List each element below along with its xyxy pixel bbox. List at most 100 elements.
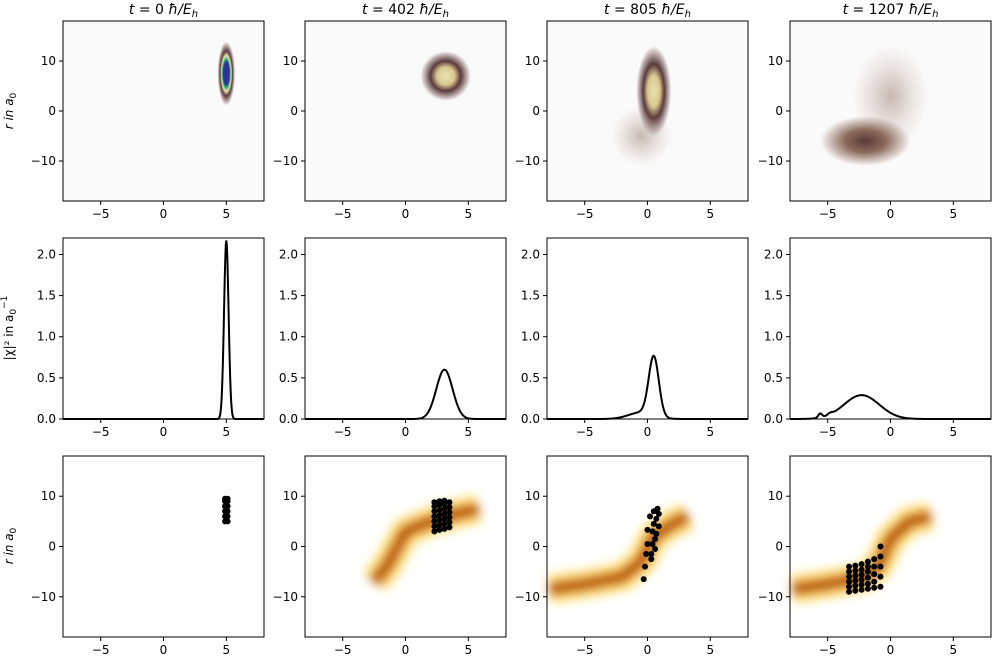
- trajectory-point: [655, 523, 662, 530]
- x-tick-label: 0: [160, 643, 168, 657]
- trajectory-point: [431, 528, 438, 535]
- density-blob: [611, 106, 672, 166]
- x-tick-label: −5: [576, 207, 594, 221]
- y-tick-label: 0.0: [279, 412, 298, 426]
- x-tick-label: 0: [644, 207, 652, 221]
- y-tick-label: 2.0: [764, 247, 783, 261]
- title-prefix: t =: [129, 2, 155, 18]
- trajectory-point: [852, 582, 859, 589]
- y-tick-label: 0: [775, 540, 783, 554]
- trajectory-point: [648, 551, 655, 558]
- density-ylabel-text: r in a: [2, 98, 16, 129]
- trajectory-point: [224, 518, 231, 525]
- trajectory-point: [224, 513, 231, 520]
- x-tick-label: 5: [949, 207, 957, 221]
- x-tick-label: 0: [644, 643, 652, 657]
- trajectory-panel: −5 0 5 −10 0 10: [31, 455, 265, 657]
- trajectory-point: [852, 577, 859, 584]
- nuclear-frame: [62, 237, 265, 420]
- trajectory-point: [441, 505, 448, 512]
- trajectory-point: [643, 551, 650, 558]
- x-tick-label: 5: [706, 643, 714, 657]
- trajectory-panel: −5 0 5 −10 0 10: [273, 455, 507, 657]
- potential-band-core: [371, 505, 480, 584]
- density-background: [63, 21, 264, 201]
- trajectory-point: [446, 509, 453, 516]
- trajectory-point: [446, 504, 453, 511]
- y-tick-label: −10: [31, 154, 56, 168]
- x-tick-label: −5: [819, 425, 837, 439]
- trajectory-frame: [62, 455, 265, 638]
- column-title: t = 0 ħ/Eh: [129, 2, 198, 20]
- trajectory-point: [647, 513, 654, 520]
- trajectory-point: [649, 540, 656, 547]
- trajectory-point: [871, 578, 878, 585]
- trajectory-point: [877, 553, 884, 560]
- trajectory-point: [652, 546, 659, 553]
- density-panel: −5 0 5 −10 0 10: [758, 20, 992, 221]
- title-prefix: t =: [604, 2, 630, 18]
- trajectory-point: [852, 562, 859, 569]
- trajectory-point: [640, 576, 647, 583]
- y-tick-label: 0: [775, 104, 783, 118]
- trajectory-point: [858, 586, 865, 593]
- x-tick-label: −5: [819, 643, 837, 657]
- x-tick-label: −5: [92, 643, 110, 657]
- trajectory-panel: −5 0 5 −10 0 10: [758, 455, 992, 657]
- x-tick-label: −5: [92, 207, 110, 221]
- title-time: 1207: [869, 2, 905, 18]
- trajectory-point: [436, 522, 443, 529]
- density-blob: [217, 41, 236, 106]
- trajectory-point: [864, 574, 871, 581]
- title-unit: ħ/E: [164, 2, 192, 18]
- x-tick-label: 5: [949, 425, 957, 439]
- trajectory-point: [653, 530, 660, 537]
- trajectory-panel: −5 0 5 −10 0 10: [515, 455, 749, 657]
- trajectory-point: [431, 523, 438, 530]
- trajectory-point: [877, 563, 884, 570]
- y-tick-label: −10: [273, 590, 298, 604]
- y-tick-label: 10: [525, 54, 540, 68]
- trajectory-point: [864, 580, 871, 587]
- x-tick-label: 5: [464, 425, 472, 439]
- y-tick-label: −10: [515, 590, 540, 604]
- y-tick-label: 0: [290, 540, 298, 554]
- trajectory-point: [846, 583, 853, 590]
- trajectory-point: [858, 576, 865, 583]
- density-blob: [420, 51, 471, 101]
- column-title: t = 402 ħ/Eh: [362, 2, 449, 20]
- title-unit: ħ/E: [904, 2, 932, 18]
- x-tick-label: −5: [334, 643, 352, 657]
- trajectory-point: [858, 561, 865, 568]
- title-unit: ħ/E: [415, 2, 443, 18]
- trajectory-point: [858, 581, 865, 588]
- trajectory-point: [877, 573, 884, 580]
- title-unit: ħ/E: [657, 2, 685, 18]
- x-tick-label: 0: [160, 425, 168, 439]
- trajectory-point: [871, 571, 878, 578]
- title-sub: h: [685, 9, 691, 20]
- trajectory-point: [644, 540, 651, 547]
- trajectory-point: [446, 499, 453, 506]
- trajectory-point: [224, 495, 231, 502]
- traj-ylabel-text: r in a: [2, 533, 16, 564]
- y-tick-label: 1.5: [521, 289, 540, 303]
- trajectory-point: [877, 543, 884, 550]
- x-tick-label: −5: [819, 207, 837, 221]
- y-tick-label: 0.5: [764, 371, 783, 385]
- potential-band-mid: [367, 500, 481, 587]
- y-tick-label: 10: [525, 489, 540, 503]
- nuclear-panel: −5 0 5 0.0 0.5 1.0 1.5 2.0: [37, 237, 265, 439]
- x-tick-label: −5: [576, 643, 594, 657]
- trajectory-point: [436, 512, 443, 519]
- x-tick-label: −5: [576, 425, 594, 439]
- density-panel: −5 0 5 −10 0 10: [31, 20, 265, 221]
- y-tick-label: 1.0: [279, 330, 298, 344]
- y-tick-label: 2.0: [521, 247, 540, 261]
- x-tick-label: 5: [706, 207, 714, 221]
- trajectory-point: [858, 566, 865, 573]
- y-tick-label: 0.0: [37, 412, 56, 426]
- nuclear-panel: −5 0 5 0.0 0.5 1.0 1.5 2.0: [764, 237, 992, 439]
- y-tick-label: 0.5: [279, 371, 298, 385]
